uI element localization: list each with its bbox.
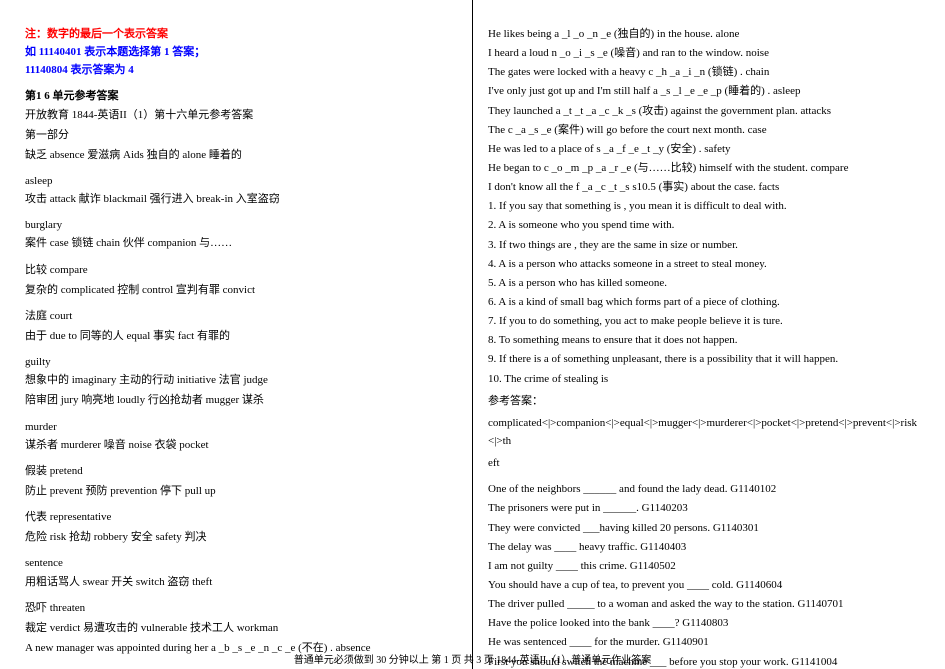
vocab-row: 谋杀者 murderer 噪音 noise 衣袋 pocket [25, 436, 457, 454]
vocab-row: 代表 representative [25, 508, 457, 526]
vocab-row: 恐吓 threaten [25, 599, 457, 617]
question-line: I am not guilty ____ this crime. G114050… [488, 557, 920, 575]
vocab-row: 陪审团 jury 响亮地 loudly 行凶抢劫者 mugger 谋杀 [25, 391, 457, 409]
question-line: He was sentenced ____ for the murder. G1… [488, 633, 920, 651]
exercise-line: 10. The crime of stealing is [488, 370, 920, 388]
vocab-en: murder [25, 418, 457, 436]
vocab-row: 假装 pretend [25, 462, 457, 480]
exercise-line: I've only just got up and I'm still half… [488, 82, 920, 100]
vocab-en: sentence [25, 554, 457, 572]
vocab-row: 用粗话骂人 swear 开关 switch 盗窃 theft [25, 573, 457, 591]
vocab-en: asleep [25, 172, 457, 190]
vocab-row: 法庭 court [25, 307, 457, 325]
vocab-row: 比较 compare [25, 261, 457, 279]
vocab-row: 危险 risk 抢劫 robbery 安全 safety 判决 [25, 528, 457, 546]
question-line: The delay was ____ heavy traffic. G11404… [488, 538, 920, 556]
vocab-row: 缺乏 absence 爱滋病 Aids 独自的 alone 睡着的 [25, 146, 457, 164]
vocab-row: 复杂的 complicated 控制 control 宣判有罪 convict [25, 281, 457, 299]
note-line-2: 如 11140401 表示本题选择第 1 答案； [25, 43, 457, 61]
vocab-row: 想象中的 imaginary 主动的行动 initiative 法官 judge [25, 371, 457, 389]
question-line: One of the neighbors ______ and found th… [488, 480, 920, 498]
question-line: The prisoners were put in ______. G11402… [488, 499, 920, 517]
exercise-line: The c _a _s _e (案件) will go before the c… [488, 121, 920, 139]
vocab-en: guilty [25, 353, 457, 371]
vocab-row: 攻击 attack 献诈 blackmail 强行进入 break-in 入室盗… [25, 190, 457, 208]
exercise-line: 8. To something means to ensure that it … [488, 331, 920, 349]
page-footer: 普通单元必须做到 30 分钟以上 第 1 页 共 3 页 1844-英语II（1… [0, 651, 945, 666]
exercise-line: I heard a loud n _o _i _s _e (噪音) and ra… [488, 44, 920, 62]
question-line: The driver pulled _____ to a woman and a… [488, 595, 920, 613]
question-line: You should have a cup of tea, to prevent… [488, 576, 920, 594]
answer-content: complicated<|>companion<|>equal<|>mugger… [488, 414, 920, 450]
exercise-line: 3. If two things are , they are the same… [488, 236, 920, 254]
note-line-1: 注：数字的最后一个表示答案 [25, 25, 457, 43]
subtitle: 开放教育 1844-英语II（1）第十六单元参考答案 [25, 106, 457, 124]
vocab-row: 由于 due to 同等的人 equal 事实 fact 有罪的 [25, 327, 457, 345]
exercise-line: 2. A is someone who you spend time with. [488, 216, 920, 234]
exercise-line: I don't know all the f _a _c _t _s s10.5… [488, 178, 920, 196]
exercise-line: 4. A is a person who attacks someone in … [488, 255, 920, 273]
exercise-line: The gates were locked with a heavy c _h … [488, 63, 920, 81]
left-column: 注：数字的最后一个表示答案 如 11140401 表示本题选择第 1 答案； 1… [0, 0, 472, 669]
unit-title: 第1 6 单元参考答案 [25, 87, 457, 105]
question-line: They were convicted ___having killed 20 … [488, 519, 920, 537]
exercise-line: He likes being a _l _o _n _e (独自的) in th… [488, 25, 920, 43]
note-line-3: 11140804 表示答案为 4 [25, 61, 457, 79]
answer-label: 参考答案： [488, 392, 920, 410]
part1-label: 第一部分 [25, 126, 457, 144]
vocab-en: burglary [25, 216, 457, 234]
question-line: Have the police looked into the bank ___… [488, 614, 920, 632]
exercise-line: 5. A is a person who has killed someone. [488, 274, 920, 292]
exercise-line: 7. If you to do something, you act to ma… [488, 312, 920, 330]
right-column: He likes being a _l _o _n _e (独自的) in th… [472, 0, 945, 669]
vocab-row: 案件 case 锁链 chain 伙伴 companion 与…… [25, 234, 457, 252]
exercise-line: 9. If there is a of something unpleasant… [488, 350, 920, 368]
answer-continuation: eft [488, 454, 920, 472]
exercise-line: He began to c _o _m _p _a _r _e (与……比较) … [488, 159, 920, 177]
exercise-line: 6. A is a kind of small bag which forms … [488, 293, 920, 311]
vocab-row: 裁定 verdict 易遭攻击的 vulnerable 技术工人 workman [25, 619, 457, 637]
vocab-row: 防止 prevent 预防 prevention 停下 pull up [25, 482, 457, 500]
exercise-line: He was led to a place of s _a _f _e _t _… [488, 140, 920, 158]
exercise-line: 1. If you say that something is , you me… [488, 197, 920, 215]
exercise-line: They launched a _t _t _a _c _k _s (攻击) a… [488, 102, 920, 120]
